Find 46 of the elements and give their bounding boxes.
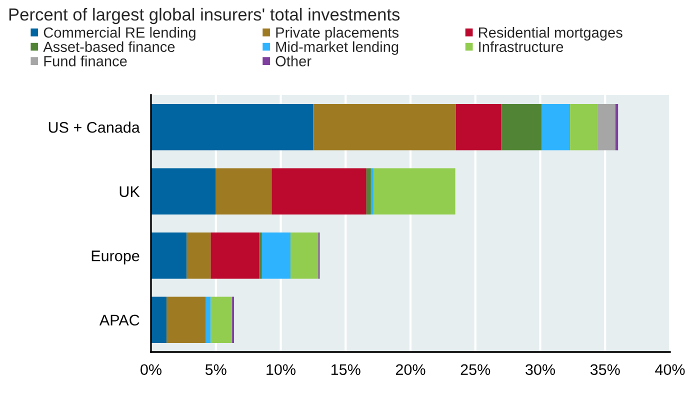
bar: [501, 104, 542, 150]
legend-label: Asset-based finance: [43, 41, 175, 52]
bar: [570, 104, 598, 150]
bar: [151, 104, 314, 150]
bar: [151, 296, 167, 344]
bar: [290, 232, 318, 279]
bar: [313, 104, 456, 150]
bar: [616, 104, 618, 150]
bar: [186, 232, 211, 279]
legend-label: Fund finance: [44, 56, 127, 66]
bar: [151, 168, 216, 215]
legend-label: Infrastructure: [479, 41, 564, 52]
bar: [370, 168, 374, 215]
bar: [210, 232, 260, 279]
x-tick-label: 30%: [526, 364, 555, 376]
x-tick-label: 15%: [332, 364, 360, 376]
x-tick-label: 0%: [140, 364, 162, 376]
bar: [205, 296, 211, 344]
x-tick-label: 25%: [460, 364, 490, 376]
y-tick-label: UK: [120, 186, 140, 198]
bar: [166, 296, 206, 344]
bar: [210, 296, 232, 344]
x-tick-label: 20%: [396, 364, 426, 376]
legend-label: Other: [276, 56, 312, 66]
y-tick-label: APAC: [99, 314, 140, 326]
bar: [456, 104, 502, 150]
x-tick-label: 5%: [205, 364, 226, 376]
legend-label: Mid-market lending: [276, 41, 398, 55]
x-tick-label: 40%: [655, 364, 685, 376]
legend-label: Residential mortgages: [479, 27, 622, 41]
legend-label: Commercial RE lending: [44, 27, 196, 41]
bar: [151, 232, 187, 279]
bar: [259, 232, 262, 279]
bar: [216, 168, 272, 215]
y-tick-label: Europe: [92, 250, 140, 264]
legend-label: Private placements: [276, 27, 399, 41]
bar: [272, 168, 366, 215]
bar: [597, 104, 616, 150]
bar: [542, 104, 570, 150]
bar: [262, 232, 290, 279]
x-tick-label: 10%: [266, 364, 296, 376]
y-tick-label: US + Canada: [48, 122, 140, 133]
bar: [374, 168, 456, 215]
x-tick-label: 35%: [590, 364, 620, 376]
chart-title: Percent of largest global insurers' total investments: [9, 8, 400, 24]
bar: [366, 168, 371, 215]
